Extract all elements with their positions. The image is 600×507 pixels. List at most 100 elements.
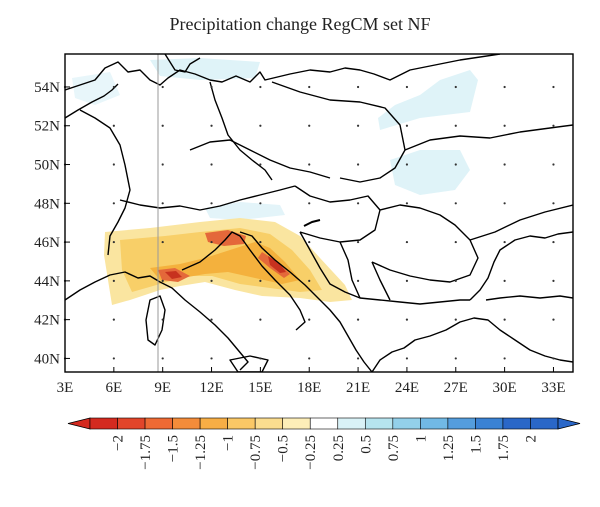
colorbar-arrow-left	[67, 417, 91, 430]
grid-dot	[112, 163, 115, 166]
grid-dot	[308, 318, 311, 321]
grid-dot	[552, 318, 555, 321]
grid-dot	[552, 240, 555, 244]
grid-dot	[308, 240, 311, 244]
lat-tick-label: 54N	[34, 80, 60, 96]
colorbar-tick-label: 1	[413, 435, 429, 443]
grid-dot	[503, 163, 506, 166]
border-hungary	[294, 185, 381, 243]
colorbar-bin	[420, 417, 449, 430]
colorbar-tick-label: −0.75	[248, 435, 264, 470]
grid-dot	[405, 124, 409, 127]
latitude-axis: 54N 52N 50N 48N 46N 44N 42N 40N	[34, 80, 70, 367]
colorbar-bin	[172, 417, 201, 430]
lat-tick-label: 48N	[34, 196, 60, 212]
colorbar: −2 −1.75 −1.5 −1.25 −1 −0.75 −0.5 −0.25 0.25 0.5 0…	[67, 417, 581, 470]
border-alps	[119, 185, 296, 211]
grid-dot	[161, 85, 164, 89]
colorbar-bin	[144, 417, 173, 430]
map-frame	[64, 53, 574, 373]
grid-dot	[161, 202, 164, 205]
wet-patch-north	[150, 58, 260, 80]
coastline-adriatic-east	[239, 231, 373, 372]
grid-dot	[356, 240, 360, 244]
coastline-denmark	[164, 54, 201, 73]
grid-dot	[308, 124, 311, 127]
lon-tick-label: 6E	[106, 380, 123, 396]
colorbar-tick-label: 0.5	[358, 435, 374, 454]
grid-dot	[503, 202, 506, 205]
grid-dot	[308, 163, 311, 166]
colorbar-bin	[117, 417, 146, 430]
colorbar-tick-label: −0.25	[303, 435, 319, 470]
grid-dot	[356, 163, 360, 166]
grid-dot	[112, 202, 115, 205]
colorbar-tick-label: 2	[523, 435, 539, 443]
lon-tick-label: 30E	[493, 380, 517, 396]
coastline-adriatic-west	[181, 231, 306, 331]
grid-dot	[454, 240, 457, 244]
colorbar-bin	[502, 417, 531, 430]
grid-dot	[356, 279, 360, 282]
grid-dot	[356, 357, 360, 360]
lon-tick-label: 9E	[154, 380, 171, 396]
grid-dot	[112, 124, 115, 127]
wet-patch-alps	[205, 202, 285, 220]
grid-dot	[259, 357, 262, 360]
lon-tick-label: 3E	[57, 380, 74, 396]
grid-dot	[259, 240, 262, 244]
grid-dot	[454, 163, 457, 166]
grid-dot	[112, 318, 115, 321]
grid-dot	[405, 357, 409, 360]
coastline-black-sea	[469, 231, 573, 301]
grid-dot	[112, 85, 115, 89]
grid-dot	[405, 279, 409, 282]
lon-tick-label: 21E	[346, 380, 370, 396]
grid-dot	[503, 85, 506, 89]
grid-dot	[503, 124, 506, 127]
grid-dot	[356, 202, 360, 205]
map-boundaries	[65, 54, 573, 372]
colorbar-arrow-right	[557, 417, 581, 430]
colorbar-bin	[337, 417, 366, 430]
longitude-axis: 3E 6E 9E 12E 15E 18E 21E 24E 27E 30E 33E	[57, 367, 566, 396]
grid-dot	[210, 202, 213, 205]
lon-tick-label: 18E	[297, 380, 321, 396]
grid-dot	[161, 163, 164, 166]
grid-dot	[503, 279, 506, 282]
grid-dot	[210, 85, 213, 89]
lat-tick-label: 40N	[34, 351, 60, 367]
grid-dot	[454, 202, 457, 205]
border-ukraine	[404, 124, 573, 241]
colorbar-tick-label: 1.5	[468, 435, 484, 454]
grid-dot	[405, 318, 409, 321]
grid-dot	[259, 163, 262, 166]
grid-dot	[112, 279, 115, 282]
lat-tick-label: 52N	[34, 119, 60, 135]
grid-dot	[552, 279, 555, 282]
colorbar-bin	[254, 417, 284, 430]
grid-dot	[161, 279, 164, 282]
grid-dot	[454, 318, 457, 321]
grid-dot	[552, 124, 555, 127]
border-germany-east	[209, 81, 273, 181]
grid-dot	[454, 124, 457, 127]
grid-dot	[210, 318, 213, 321]
grid-dot	[503, 240, 506, 244]
grid-dot	[405, 85, 409, 89]
dry-patch-core	[165, 256, 286, 279]
colorbar-bin	[364, 417, 394, 430]
lon-tick-label: 12E	[199, 380, 223, 396]
grid-dot	[503, 318, 506, 321]
lon-tick-label: 15E	[248, 380, 272, 396]
lat-tick-label: 50N	[34, 158, 60, 174]
colorbar-tick-label: −2	[111, 435, 127, 451]
colorbar-bin	[199, 417, 228, 430]
precip-field-layer	[72, 58, 478, 305]
wet-patch-belarus	[390, 150, 470, 195]
grid-dot	[259, 124, 262, 127]
colorbar-bin	[475, 417, 504, 430]
colorbar-bin	[282, 417, 311, 430]
wet-patch-poland	[378, 70, 478, 130]
